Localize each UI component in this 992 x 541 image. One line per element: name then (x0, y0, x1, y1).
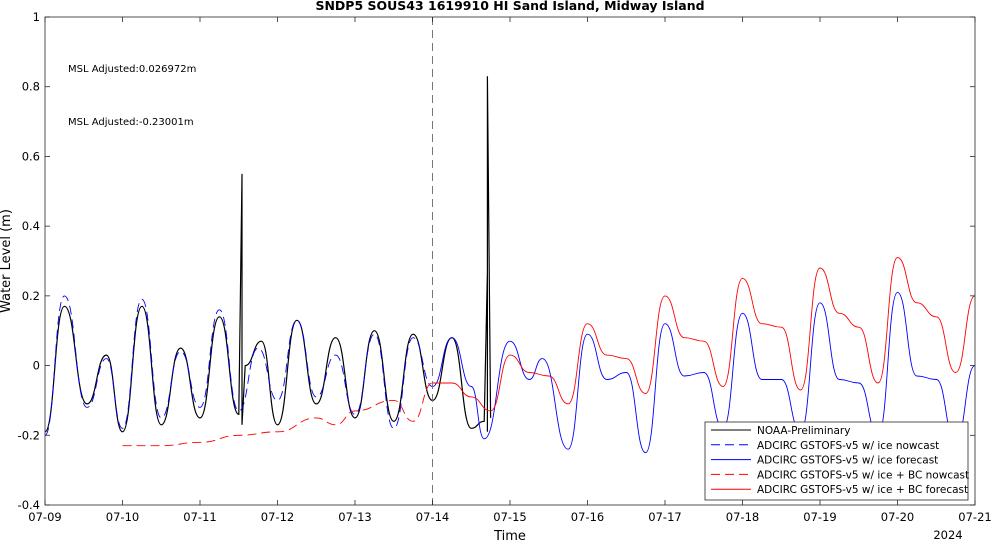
y-axis-label: Water Level (m) (0, 209, 14, 313)
legend-box (704, 421, 969, 501)
series-line (44, 295, 433, 436)
chart-title: SNDP5 SOUS43 1619910 HI Sand Island, Mid… (315, 0, 704, 13)
x-tick-label: 07-14 (416, 510, 449, 524)
series-layer (44, 76, 976, 454)
series-line (432, 291, 976, 454)
x-tick-label: 07-15 (493, 510, 526, 524)
x-tick-label: 07-13 (338, 510, 371, 524)
series-line (122, 382, 433, 447)
legend-entry: NOAA-Preliminary (757, 425, 850, 437)
x-tick-label: 07-20 (881, 510, 914, 524)
y-tick-label: -0.2 (18, 428, 40, 442)
y-tick-label: 0.6 (22, 149, 40, 163)
y-tick-label: -0.4 (18, 498, 40, 512)
x-tick-label: 07-09 (28, 510, 61, 524)
x-tick-label: 07-19 (803, 510, 836, 524)
msl-annotation-red: MSL Adjusted:-0.23001m (68, 117, 194, 128)
x-tick-label: 07-16 (571, 510, 604, 524)
y-tick-label: 0.2 (22, 289, 40, 303)
legend-entry: ADCIRC GSTOFS-v5 w/ ice forecast (757, 455, 938, 467)
x-tick-label: 07-18 (726, 510, 759, 524)
x-axis-label: Time (493, 529, 526, 541)
series-line (432, 257, 976, 412)
y-tick-label: 0.4 (22, 219, 40, 233)
x-tick-label: 07-21 (958, 510, 991, 524)
x-tick-label: 07-11 (183, 510, 216, 524)
msl-annotation-blue: MSL Adjusted:0.026972m (68, 64, 196, 75)
legend-entry: ADCIRC GSTOFS-v5 w/ ice nowcast (757, 440, 939, 452)
series-line (44, 76, 492, 433)
legend: NOAA-Preliminary ADCIRC GSTOFS-v5 w/ ice … (704, 421, 969, 501)
y-tick-label: 1 (33, 10, 40, 24)
x-axis-year-label: 2024 (933, 528, 962, 541)
axis-ticks: 07-09 07-10 07-11 07-12 07-13 07-14 07-15 07-16… (18, 10, 992, 524)
y-tick-label: 0.8 (22, 80, 40, 94)
legend-entry: ADCIRC GSTOFS-v5 w/ ice + BC nowcast (757, 469, 969, 481)
y-tick-label: 0 (33, 359, 40, 373)
x-tick-label: 07-12 (261, 510, 294, 524)
x-tick-label: 07-10 (106, 510, 139, 524)
legend-entry: ADCIRC GSTOFS-v5 w/ ice + BC forecast (757, 484, 968, 496)
x-tick-label: 07-17 (648, 510, 681, 524)
